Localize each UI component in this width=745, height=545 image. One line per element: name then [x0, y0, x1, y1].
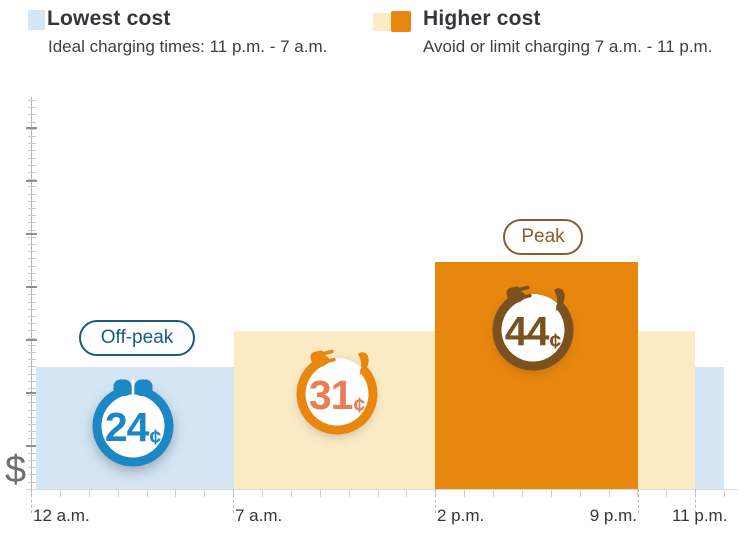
rate-badge-offpeak: 24¢: [83, 371, 183, 471]
rate-value-offpeak: 24¢: [104, 404, 162, 450]
rate-value-mid: 31¢: [308, 372, 366, 418]
legend-subtitle-higher: Avoid or limit charging 7 a.m. - 11 p.m.: [423, 37, 713, 56]
rate-value-peak: 44¢: [504, 308, 562, 354]
plug-ring-disconnected-icon: [492, 285, 574, 371]
plug-ring-disconnected-icon: [296, 349, 378, 435]
x-tick-label-12am: 12 a.m.: [33, 506, 90, 525]
plug-ring-connected-icon: [92, 378, 174, 467]
rate-badge-peak: 44¢: [483, 275, 583, 375]
legend-subtitle-lowest: Ideal charging times: 11 p.m. - 7 a.m.: [48, 37, 328, 56]
x-axis-ticks: [31, 489, 731, 516]
x-axis-line: [26, 489, 738, 490]
x-tick-label-7am: 7 a.m.: [235, 506, 283, 525]
legend-swatch-higher-peak: [391, 11, 411, 32]
x-tick-label-9pm: 9 p.m.: [589, 506, 637, 525]
bar-offpeak-late-night: [695, 367, 724, 489]
off-peak-pill-label: Off-peak: [79, 320, 195, 356]
x-tick-label-2pm: 2 p.m.: [437, 506, 485, 525]
x-tick-label-11pm: 11 p.m.: [672, 506, 728, 525]
legend-swatch-higher-mid: [373, 13, 391, 31]
y-axis-ruler: [25, 97, 38, 489]
rate-badge-mid: 31¢: [287, 339, 387, 439]
bar-midpeak-evening: [638, 331, 695, 489]
legend-title-higher: Higher cost: [423, 7, 541, 30]
legend-swatch-lowest-cost: [28, 10, 45, 30]
legend-title-lowest: Lowest cost: [47, 7, 171, 30]
peak-pill-label: Peak: [503, 219, 583, 255]
y-axis-dollar-label: $: [5, 449, 27, 491]
